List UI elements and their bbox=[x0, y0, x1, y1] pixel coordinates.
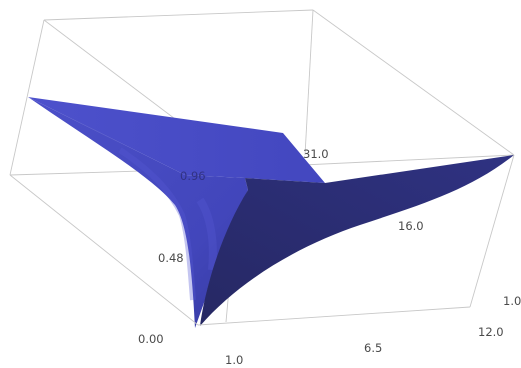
box-edge bbox=[9, 19, 45, 176]
surface-top-sheet bbox=[28, 97, 325, 183]
box-edge bbox=[9, 174, 199, 326]
x-tick-label: 1.0 bbox=[225, 353, 243, 367]
y-tick-label: 1.0 bbox=[503, 294, 521, 308]
x-tick-label: 12.0 bbox=[478, 325, 504, 339]
surface-left-face bbox=[28, 97, 248, 328]
bounding-box-front bbox=[9, 154, 515, 326]
z-tick-label: 0.96 bbox=[180, 169, 206, 183]
box-edge bbox=[43, 9, 314, 21]
box-edge bbox=[197, 306, 471, 326]
z-tick-label: 0.48 bbox=[158, 251, 184, 265]
surface-right-face bbox=[200, 155, 514, 326]
box-edge bbox=[312, 9, 515, 156]
box-edge bbox=[469, 154, 515, 308]
surface-shading bbox=[196, 197, 217, 271]
y-tick-label: 16.0 bbox=[398, 219, 424, 233]
surface-shading bbox=[118, 147, 196, 301]
x-tick-label: 6.5 bbox=[364, 341, 382, 355]
z-tick-label: 0.00 bbox=[138, 332, 164, 346]
box-edge bbox=[304, 9, 314, 156]
y-tick-label: 31.0 bbox=[303, 147, 329, 161]
